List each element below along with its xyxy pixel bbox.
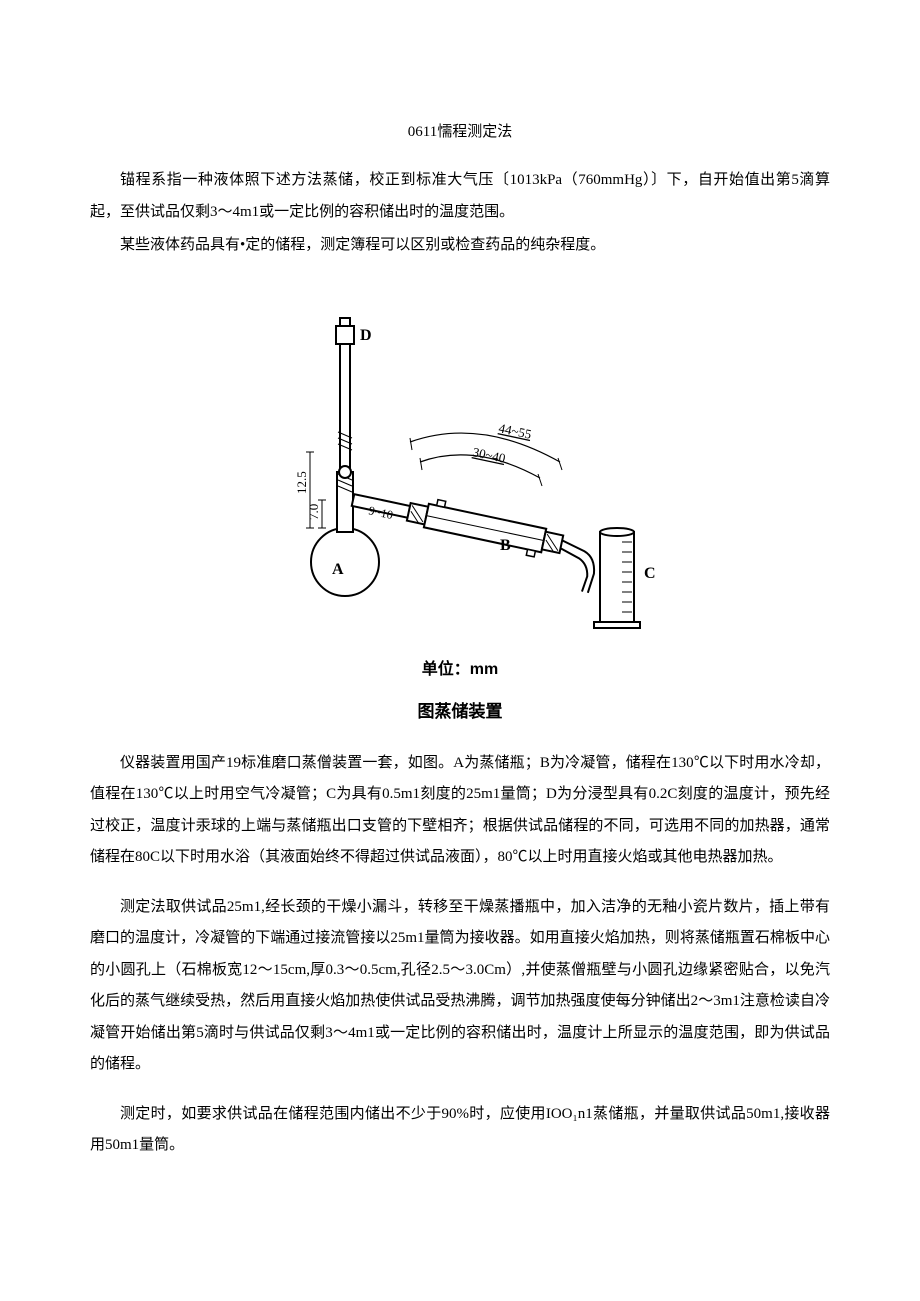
unit-label: 单位：mm bbox=[250, 655, 670, 679]
body-paragraph-3: 测定时，如要求供试品在储程范围内储出不少于90%时，应使用IOO₁n1蒸储瓶，并… bbox=[90, 1099, 830, 1162]
intro-paragraph-1: 锚程系指一种液体照下述方法蒸储，校正到标准大气压〔1013kPa（760mmHg… bbox=[90, 165, 830, 228]
dim-30-40: 30~40 bbox=[471, 444, 506, 466]
dim-7-0: 7.0 bbox=[306, 503, 321, 519]
label-a: A bbox=[332, 561, 344, 578]
label-d: D bbox=[360, 327, 372, 344]
distillation-diagram: 12.5 7.0 9~10 44~55 30~40 A B C D 单位：mm bbox=[250, 282, 670, 679]
intro-paragraph-2: 某些液体药品具有•定的储程，测定簿程可以区别或检查药品的纯杂程度。 bbox=[90, 230, 830, 262]
body-paragraph-1: 仪器装置用国产19标准磨口蒸僧装置一套，如图。A为蒸储瓶；B为冷凝管，储程在13… bbox=[90, 748, 830, 874]
doc-title: 0611懦程测定法 bbox=[90, 120, 830, 141]
label-c: C bbox=[644, 565, 656, 582]
label-b: B bbox=[500, 537, 511, 554]
apparatus-svg: 12.5 7.0 9~10 44~55 30~40 A B C D bbox=[250, 282, 670, 642]
body-paragraph-2: 测定法取供试品25m1,经长颈的干燥小漏斗，转移至干燥蒸播瓶中，加入洁净的无釉小… bbox=[90, 892, 830, 1081]
diagram-container: 12.5 7.0 9~10 44~55 30~40 A B C D 单位：mm bbox=[90, 282, 830, 679]
dim-12-5: 12.5 bbox=[294, 471, 309, 494]
figure-caption: 图蒸储装置 bbox=[90, 697, 830, 722]
